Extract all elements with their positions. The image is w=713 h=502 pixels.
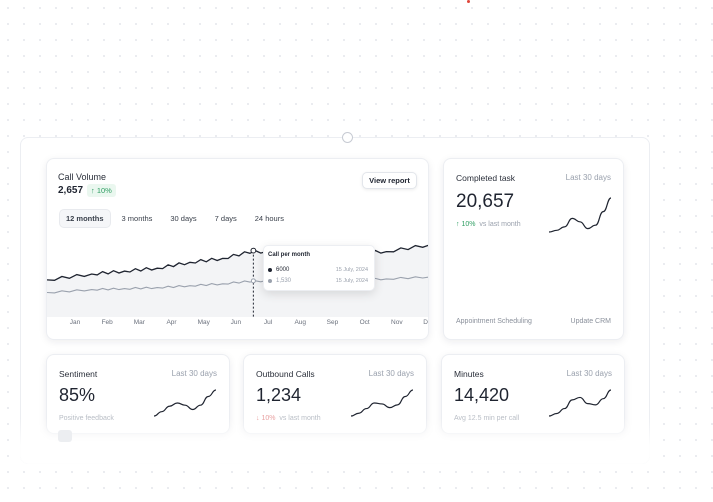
highlight-point-primary — [250, 247, 257, 254]
appointment-scheduling-label[interactable]: Appointment Scheduling — [456, 318, 532, 325]
accent-dot — [467, 0, 470, 3]
outbound-calls-value: 1,234 — [256, 385, 302, 405]
frame-handle[interactable] — [342, 132, 353, 143]
outbound-calls-title: Outbound Calls — [256, 369, 315, 379]
minutes-sub: Avg 12.5 min per call — [454, 415, 520, 422]
month-label: Oct — [359, 319, 370, 326]
range-tabs: 12 months 3 months 30 days 7 days 24 hou… — [59, 209, 291, 228]
completed-task-value: 20,657 — [456, 191, 515, 212]
outbound-calls-sub: vs last month — [279, 415, 321, 422]
tooltip-value: 1,530 — [276, 278, 292, 284]
month-label: Feb — [101, 319, 113, 326]
tooltip-date: 15 July, 2024 — [335, 278, 368, 284]
arrow-up-icon: ↑ — [91, 186, 95, 195]
call-volume-title: Call Volume — [58, 172, 107, 182]
outbound-calls-sparkline — [350, 389, 414, 417]
tooltip-date: 15 July, 2024 — [335, 267, 368, 273]
sparkline-path — [548, 389, 612, 417]
completed-task-change-label: vs last month — [479, 221, 521, 228]
tab-7-days[interactable]: 7 days — [208, 209, 244, 228]
outbound-calls-change-row: ↓ 10% vs last month — [256, 415, 321, 422]
completed-task-sparkline — [548, 197, 612, 233]
call-volume-change-badge: ↑ 10% — [87, 184, 116, 197]
tooltip-row: 1,530 15 July, 2024 — [268, 277, 368, 285]
highlight-point-secondary — [250, 278, 256, 284]
sparkline-path — [350, 389, 414, 417]
update-crm-label[interactable]: Update CRM — [570, 318, 611, 325]
completed-task-period: Last 30 days — [565, 173, 611, 182]
series-dot-icon — [268, 279, 272, 283]
sentiment-sparkline — [153, 389, 217, 417]
completed-task-change-row: ↑ 10% vs last month — [456, 221, 521, 228]
sentiment-period: Last 30 days — [171, 369, 217, 378]
call-volume-card: Call Volume 2,657 ↑ 10% View report 12 m… — [46, 158, 429, 340]
tab-12-months[interactable]: 12 months — [59, 209, 111, 228]
month-label: Jul — [263, 319, 273, 326]
sentiment-value: 85% — [59, 385, 96, 405]
tab-3-months[interactable]: 3 months — [115, 209, 160, 228]
minutes-value: 14,420 — [454, 385, 510, 405]
month-label: Aug — [294, 319, 307, 326]
month-label: Jan — [69, 319, 81, 326]
call-volume-value: 2,657 — [58, 185, 84, 196]
month-label: Dec — [423, 319, 428, 326]
minutes-period: Last 30 days — [566, 369, 612, 378]
chart-tooltip: Call per month 6000 15 July, 2024 1,530 … — [263, 245, 375, 291]
tab-24-hours[interactable]: 24 hours — [248, 209, 291, 228]
completed-task-change: 10% — [461, 221, 476, 228]
tooltip-title: Call per month — [268, 252, 311, 258]
call-volume-change: 10% — [96, 186, 112, 195]
tooltip-row: 6000 15 July, 2024 — [268, 266, 368, 274]
sentiment-card: Sentiment Last 30 days 85% Positive feed… — [46, 354, 230, 434]
minutes-card: Minutes Last 30 days 14,420 Avg 12.5 min… — [441, 354, 625, 434]
minutes-sparkline — [548, 389, 612, 417]
series-dot-icon — [268, 268, 272, 272]
outbound-calls-period: Last 30 days — [368, 369, 414, 378]
arrow-down-icon: ↓ — [256, 415, 260, 422]
month-label: Apr — [166, 319, 177, 326]
outbound-calls-change: 10% — [261, 415, 276, 422]
sentiment-title: Sentiment — [59, 369, 98, 379]
sentiment-sub: Positive feedback — [59, 415, 114, 422]
completed-task-card: Completed task Last 30 days 20,657 ↑ 10%… — [443, 158, 624, 340]
month-label: Sep — [326, 319, 339, 326]
tab-30-days[interactable]: 30 days — [163, 209, 203, 228]
sparkline-path — [548, 197, 612, 233]
month-label: Jun — [230, 319, 242, 326]
completed-task-title: Completed task — [456, 173, 516, 183]
view-report-button[interactable]: View report — [362, 172, 417, 189]
placeholder-chip — [58, 430, 72, 442]
month-label: Nov — [391, 319, 403, 326]
outbound-calls-card: Outbound Calls Last 30 days 1,234 ↓ 10% … — [243, 354, 427, 434]
month-label: May — [197, 319, 210, 326]
minutes-title: Minutes — [454, 369, 484, 379]
completed-task-footer: Appointment Scheduling Update CRM — [456, 318, 611, 325]
month-axis: Jan Feb Mar Apr May Jun Jul Aug Sep Oct Nov Dec — [47, 319, 428, 331]
tooltip-value: 6000 — [276, 267, 290, 273]
arrow-up-icon: ↑ — [456, 221, 460, 228]
sparkline-path — [153, 389, 217, 417]
month-label: Mar — [133, 319, 145, 326]
